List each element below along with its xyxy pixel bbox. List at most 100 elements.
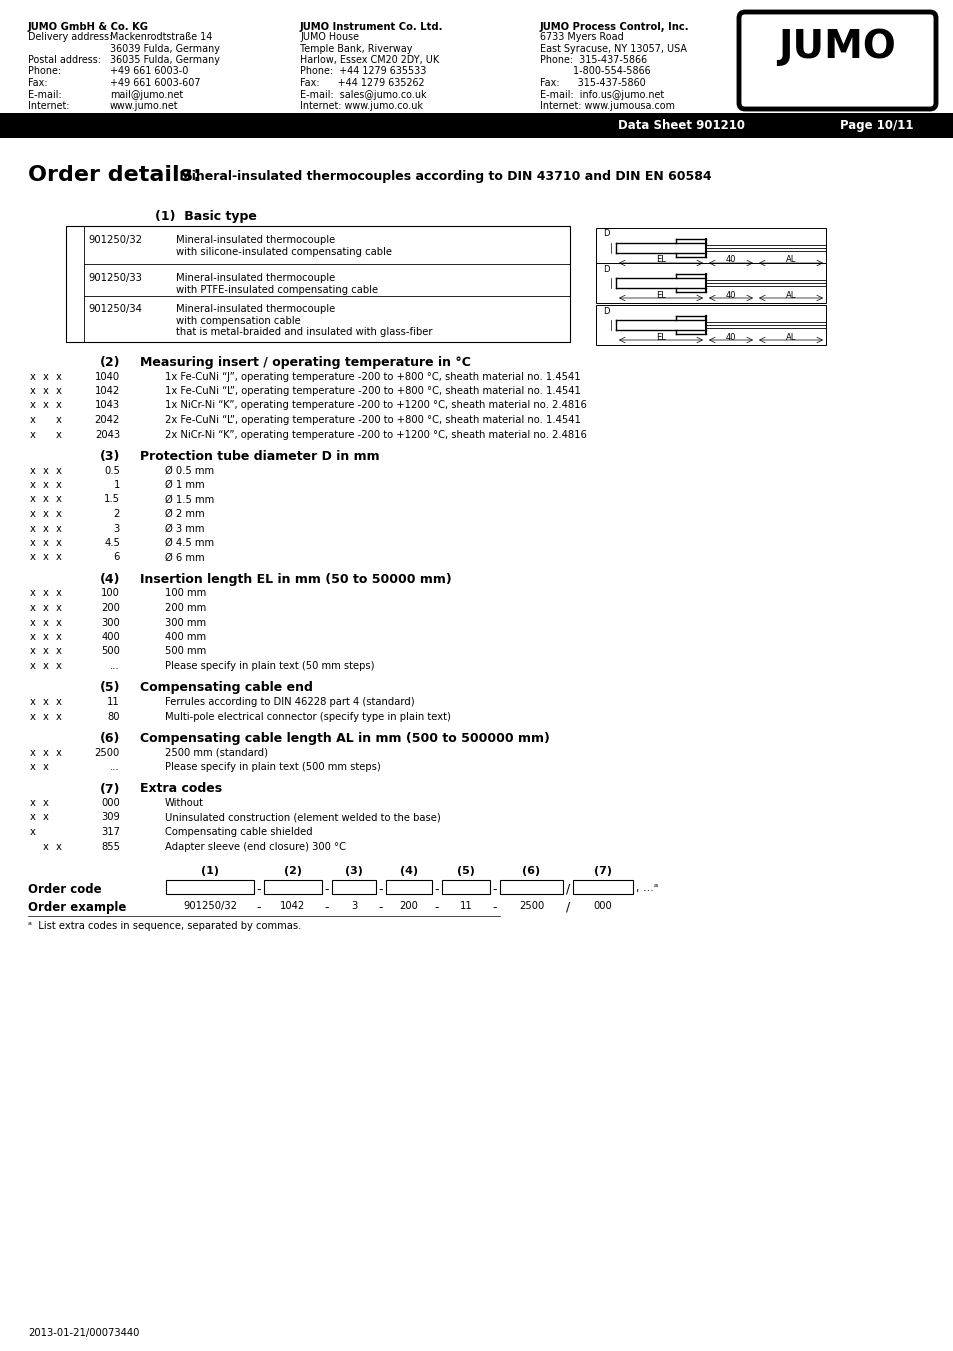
Text: 901250/32: 901250/32 — [183, 901, 236, 911]
Text: 40: 40 — [725, 255, 736, 265]
Text: x: x — [56, 400, 62, 411]
Text: Uninsulated construction (element welded to the base): Uninsulated construction (element welded… — [165, 812, 440, 823]
Text: -: - — [493, 884, 497, 896]
Text: Ferrules according to DIN 46228 part 4 (standard): Ferrules according to DIN 46228 part 4 (… — [165, 697, 415, 707]
Text: EL: EL — [656, 332, 665, 342]
Text: Phone:: Phone: — [28, 66, 61, 77]
Text: 2x Fe-CuNi “L”, operating temperature -200 to +800 °C, sheath material no. 1.454: 2x Fe-CuNi “L”, operating temperature -2… — [165, 415, 580, 426]
Text: 2013-01-21/00073440: 2013-01-21/00073440 — [28, 1328, 139, 1337]
Text: x: x — [30, 712, 36, 721]
Text: D: D — [602, 265, 609, 273]
Bar — [264, 880, 322, 894]
Text: Fax:      315-437-5860: Fax: 315-437-5860 — [539, 78, 645, 88]
Text: x: x — [30, 553, 36, 562]
Text: 200: 200 — [399, 901, 418, 911]
Text: Harlow, Essex CM20 2DY, UK: Harlow, Essex CM20 2DY, UK — [299, 55, 438, 65]
Text: x: x — [43, 661, 49, 671]
Bar — [596, 228, 825, 267]
Text: x: x — [43, 617, 49, 627]
Text: 6: 6 — [113, 553, 120, 562]
Text: x: x — [43, 400, 49, 411]
Text: Compensating cable shielded: Compensating cable shielded — [165, 827, 313, 838]
Text: 200: 200 — [101, 603, 120, 613]
Text: 1040: 1040 — [94, 372, 120, 381]
Text: 500: 500 — [101, 647, 120, 657]
Text: 200 mm: 200 mm — [165, 603, 206, 613]
Text: Compensating cable length AL in mm (500 to 500000 mm): Compensating cable length AL in mm (500 … — [140, 732, 549, 744]
Text: (2): (2) — [284, 866, 302, 875]
Text: Ø 6 mm: Ø 6 mm — [165, 553, 204, 562]
Text: Multi-pole electrical connector (specify type in plain text): Multi-pole electrical connector (specify… — [165, 712, 451, 721]
Text: 1x Fe-CuNi “J”, operating temperature -200 to +800 °C, sheath material no. 1.454: 1x Fe-CuNi “J”, operating temperature -2… — [165, 372, 580, 381]
Text: 1043: 1043 — [94, 400, 120, 411]
Text: 901250/34: 901250/34 — [88, 304, 142, 313]
Text: x: x — [56, 430, 62, 439]
Text: +49 661 6003-607: +49 661 6003-607 — [110, 78, 200, 88]
Text: JUMO GmbH & Co. KG: JUMO GmbH & Co. KG — [28, 22, 149, 32]
Text: x: x — [56, 632, 62, 642]
Text: x: x — [56, 415, 62, 426]
Text: x: x — [56, 842, 62, 851]
Text: Order details:: Order details: — [28, 165, 201, 185]
Text: -: - — [435, 901, 438, 915]
Text: x: x — [56, 553, 62, 562]
Text: Mineral-insulated thermocouple
with PTFE-insulated compensating cable: Mineral-insulated thermocouple with PTFE… — [175, 273, 377, 295]
Text: 2043: 2043 — [94, 430, 120, 439]
Text: Page 10/11: Page 10/11 — [840, 119, 913, 132]
Text: E-mail:: E-mail: — [28, 89, 62, 100]
Text: 3: 3 — [351, 901, 356, 911]
Text: x: x — [43, 603, 49, 613]
Text: x: x — [30, 386, 36, 396]
FancyBboxPatch shape — [739, 12, 935, 109]
Text: (6): (6) — [522, 866, 540, 875]
Text: x: x — [30, 400, 36, 411]
Text: Delivery address:: Delivery address: — [28, 32, 112, 42]
Text: x: x — [43, 509, 49, 519]
Text: /: / — [565, 884, 570, 896]
Text: 40: 40 — [725, 290, 736, 300]
Text: Postal address:: Postal address: — [28, 55, 101, 65]
Text: x: x — [43, 494, 49, 504]
Text: x: x — [56, 661, 62, 671]
Text: x: x — [56, 538, 62, 549]
Text: D: D — [602, 307, 609, 316]
Text: x: x — [43, 762, 49, 771]
Text: Order code: Order code — [28, 884, 102, 896]
Text: ...: ... — [111, 762, 120, 771]
Text: x: x — [30, 494, 36, 504]
Text: Temple Bank, Riverway: Temple Bank, Riverway — [299, 43, 412, 54]
Text: +49 661 6003-0: +49 661 6003-0 — [110, 66, 188, 77]
Text: x: x — [30, 617, 36, 627]
Text: AL: AL — [785, 255, 796, 265]
Text: JUMO House: JUMO House — [299, 32, 358, 42]
Text: (5): (5) — [456, 866, 475, 875]
Text: Phone:  +44 1279 635533: Phone: +44 1279 635533 — [299, 66, 426, 77]
Text: x: x — [43, 386, 49, 396]
Text: x: x — [43, 372, 49, 381]
Bar — [332, 880, 375, 894]
Text: Ø 4.5 mm: Ø 4.5 mm — [165, 538, 213, 549]
Text: 1: 1 — [113, 480, 120, 490]
Text: E-mail:  info.us@jumo.net: E-mail: info.us@jumo.net — [539, 89, 663, 100]
Text: x: x — [30, 647, 36, 657]
Text: x: x — [30, 798, 36, 808]
Text: x: x — [30, 509, 36, 519]
Text: x: x — [43, 647, 49, 657]
Text: (3): (3) — [99, 450, 120, 463]
Text: x: x — [43, 466, 49, 476]
Text: 2500: 2500 — [94, 747, 120, 758]
Text: 0.5: 0.5 — [104, 466, 120, 476]
Text: x: x — [56, 617, 62, 627]
Text: (6): (6) — [99, 732, 120, 744]
Text: EL: EL — [656, 290, 665, 300]
Text: Ø 2 mm: Ø 2 mm — [165, 509, 204, 519]
Text: E-mail:  sales@jumo.co.uk: E-mail: sales@jumo.co.uk — [299, 89, 426, 100]
Bar — [0, 113, 953, 138]
Text: 1-800-554-5866: 1-800-554-5866 — [539, 66, 650, 77]
Text: x: x — [30, 747, 36, 758]
Text: Ø 0.5 mm: Ø 0.5 mm — [165, 466, 213, 476]
Text: x: x — [30, 466, 36, 476]
Text: x: x — [43, 523, 49, 534]
Text: -: - — [324, 884, 329, 896]
Text: 309: 309 — [101, 812, 120, 823]
